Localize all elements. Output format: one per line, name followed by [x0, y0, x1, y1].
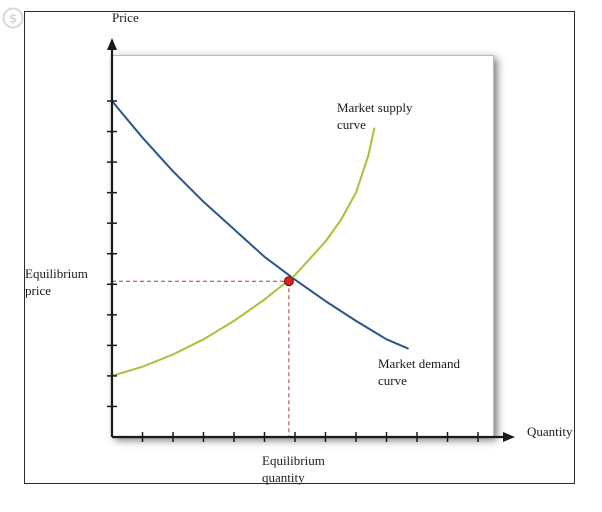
equilibrium-price-label: Equilibrium price	[25, 266, 88, 298]
y-axis-label: Price	[112, 10, 139, 25]
coin-icon: $	[2, 7, 24, 29]
plot-panel	[112, 55, 494, 437]
svg-text:$: $	[9, 12, 17, 26]
demand-curve-label: Market demand curve	[378, 356, 460, 388]
equilibrium-quantity-label: Equilibrium quantity	[262, 453, 325, 485]
x-axis-label: Quantity	[527, 424, 573, 439]
x-axis-arrow	[503, 432, 515, 442]
y-axis-arrow	[107, 38, 117, 50]
supply-curve	[111, 127, 376, 377]
supply-curve-label: Market supply curve	[337, 100, 413, 132]
demand-curve	[111, 100, 409, 350]
equilibrium-point	[283, 276, 294, 287]
